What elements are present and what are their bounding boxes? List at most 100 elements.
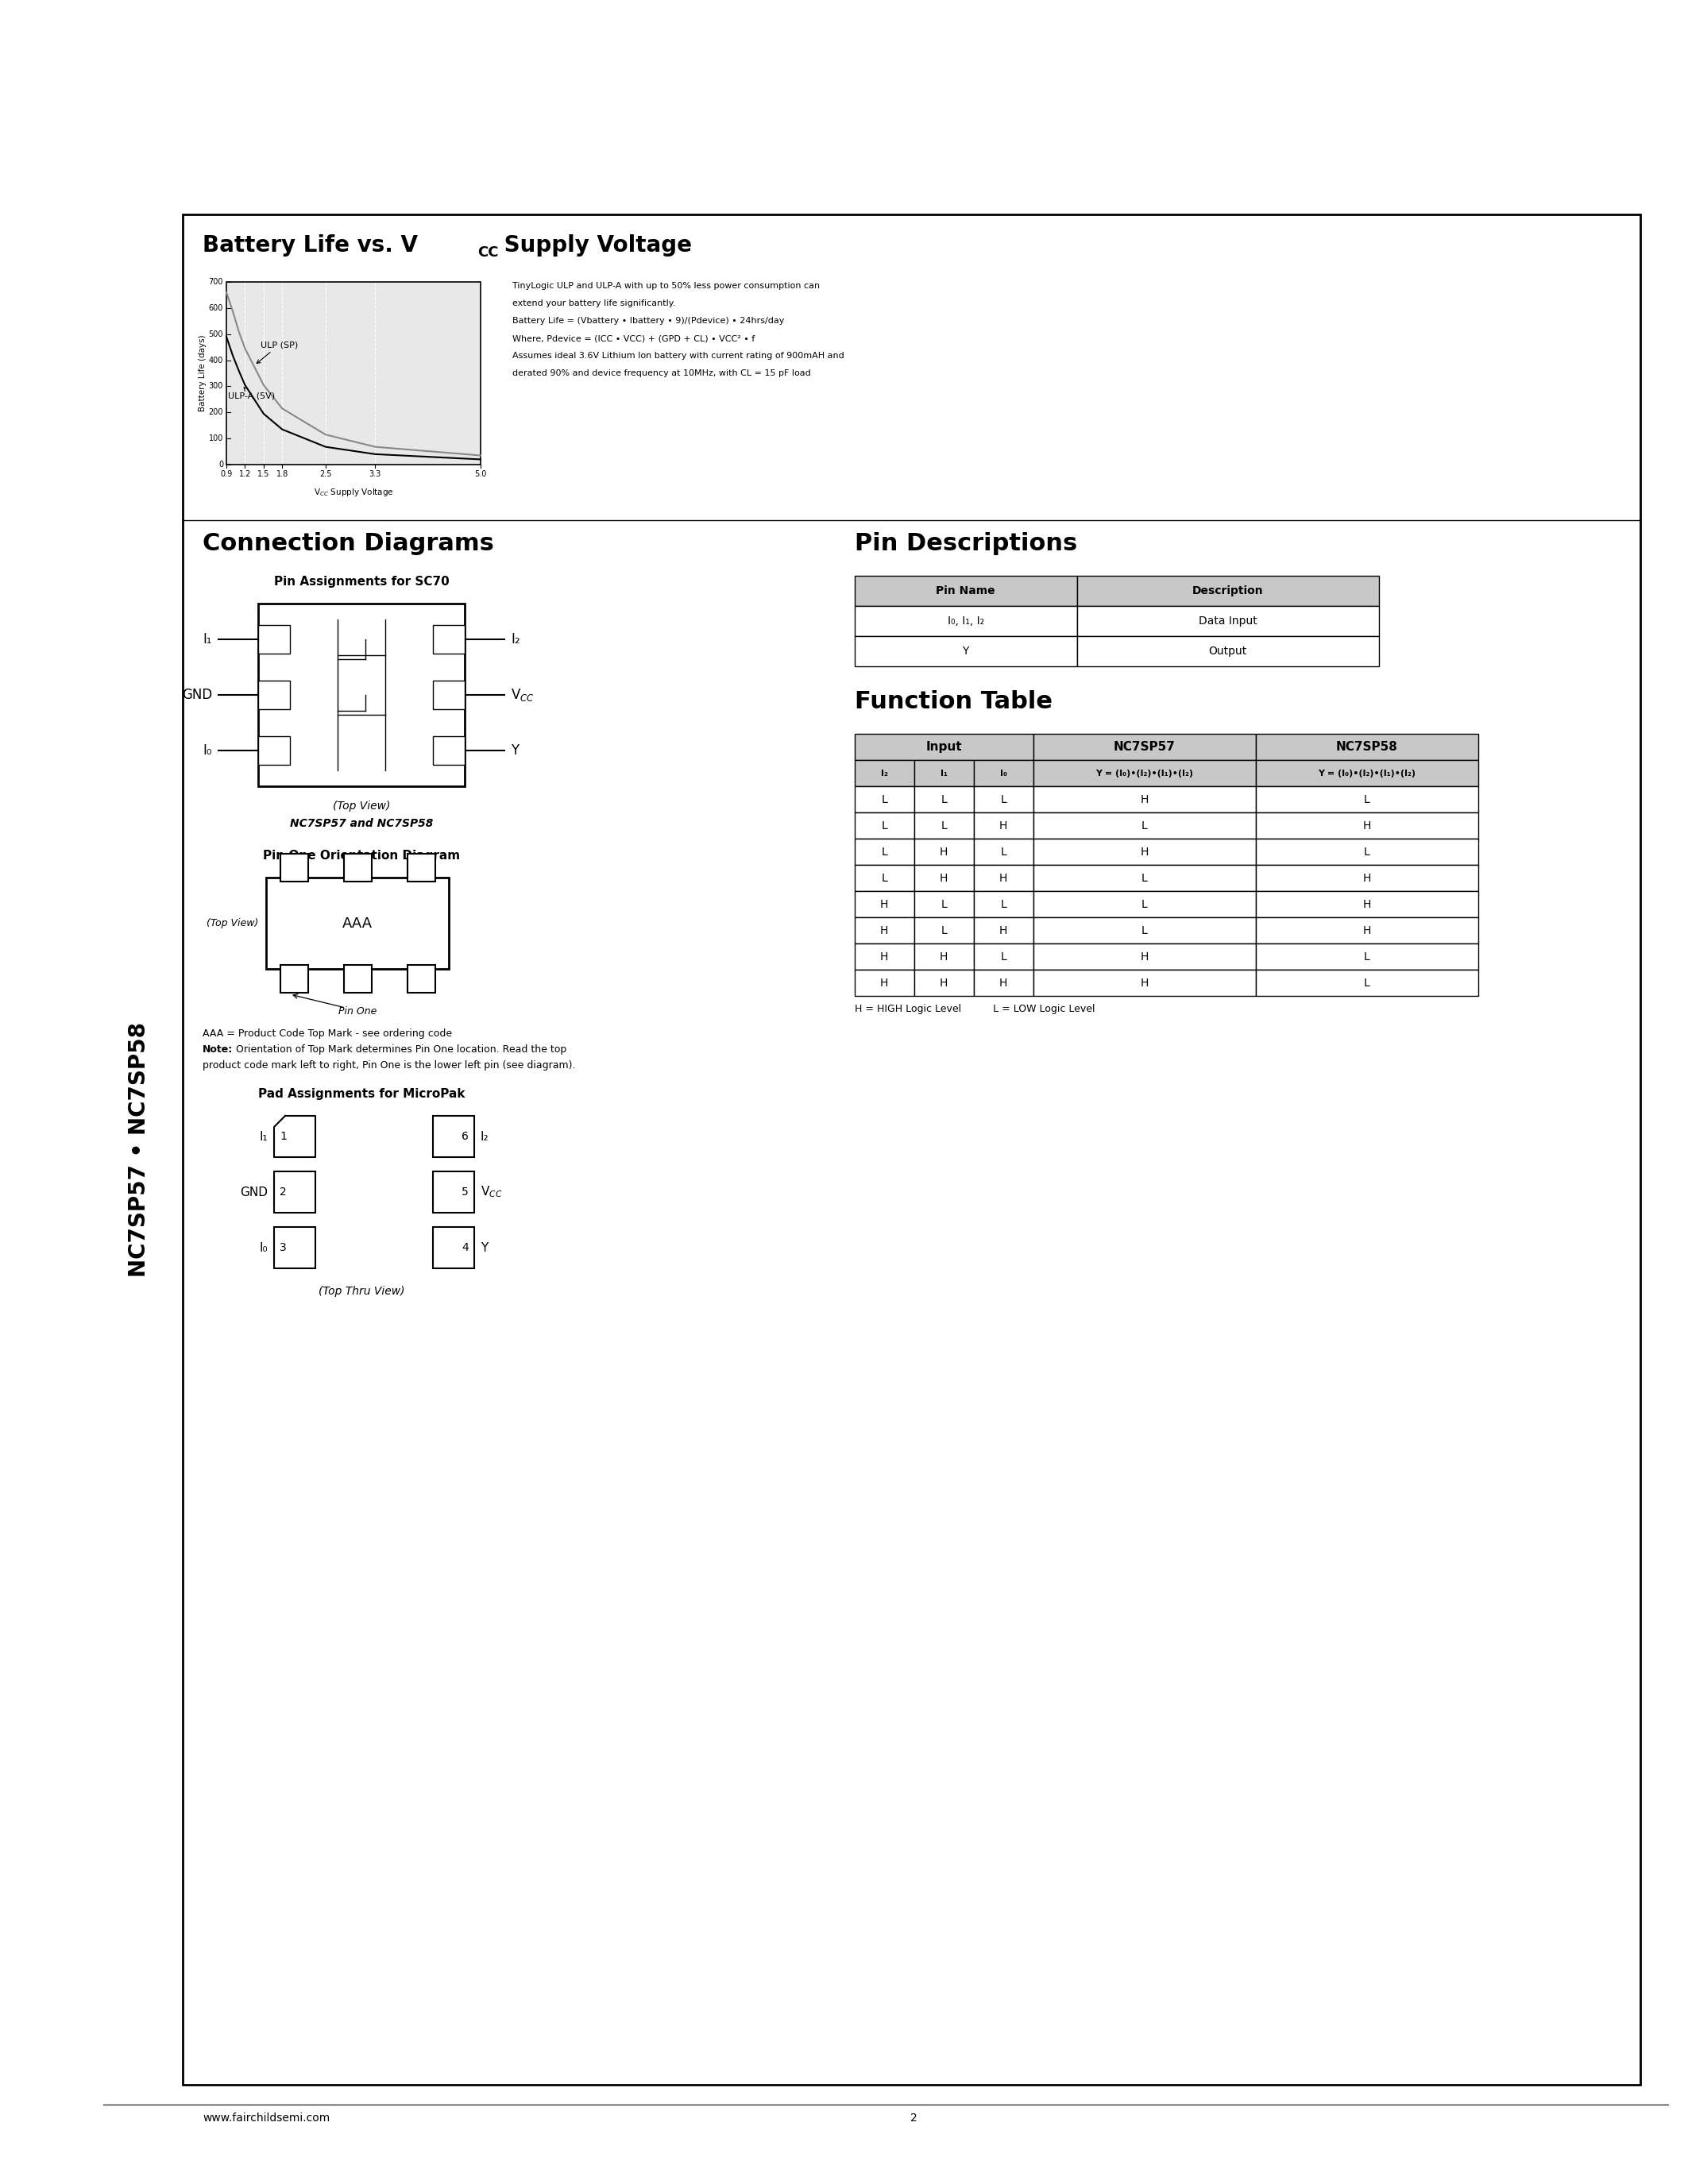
Bar xyxy=(432,1116,474,1158)
Bar xyxy=(258,681,290,710)
Text: L: L xyxy=(1141,871,1148,885)
Bar xyxy=(1033,812,1256,839)
Text: L: L xyxy=(940,898,947,911)
Bar xyxy=(915,812,974,839)
Text: H: H xyxy=(1141,976,1148,989)
Bar xyxy=(854,636,1077,666)
Text: Orientation of Top Mark determines Pin One location. Read the top: Orientation of Top Mark determines Pin O… xyxy=(236,1044,567,1055)
Text: 300: 300 xyxy=(209,382,223,391)
Bar xyxy=(1077,636,1379,666)
Text: (Top View): (Top View) xyxy=(206,917,258,928)
Bar xyxy=(974,865,1033,891)
Bar xyxy=(854,812,915,839)
Bar xyxy=(974,943,1033,970)
Bar xyxy=(1033,760,1256,786)
Text: Pin Name: Pin Name xyxy=(937,585,996,596)
Bar xyxy=(854,605,1077,636)
Text: Pin One Orientation Diagram: Pin One Orientation Diagram xyxy=(263,850,459,863)
Text: CC: CC xyxy=(478,245,498,260)
Text: I₂: I₂ xyxy=(481,1131,490,1142)
Text: 200: 200 xyxy=(209,408,223,417)
Text: Y: Y xyxy=(481,1243,488,1254)
Text: NC7SP57 • NC7SP58: NC7SP57 • NC7SP58 xyxy=(128,1022,150,1278)
Text: Pin Descriptions: Pin Descriptions xyxy=(854,533,1077,555)
Text: L: L xyxy=(1001,898,1006,911)
Text: NC7SP57: NC7SP57 xyxy=(1114,740,1175,753)
Bar xyxy=(915,970,974,996)
Bar xyxy=(432,1171,474,1212)
Bar xyxy=(1077,605,1379,636)
Text: L: L xyxy=(1364,845,1371,858)
Bar xyxy=(854,786,915,812)
Bar xyxy=(280,854,309,882)
Text: L: L xyxy=(1001,793,1006,806)
Text: Output: Output xyxy=(1209,646,1247,657)
Text: NC7SP58: NC7SP58 xyxy=(1335,740,1398,753)
Bar xyxy=(344,854,371,882)
Bar xyxy=(854,760,915,786)
Text: 1: 1 xyxy=(265,633,272,644)
Bar xyxy=(854,970,915,996)
Text: L: L xyxy=(1141,924,1148,937)
Text: 3.3: 3.3 xyxy=(370,470,381,478)
Text: product code mark left to right, Pin One is the lower left pin (see diagram).: product code mark left to right, Pin One… xyxy=(203,1059,576,1070)
Text: V$_{CC}$: V$_{CC}$ xyxy=(481,1184,503,1199)
Text: Y: Y xyxy=(962,646,969,657)
Text: GND: GND xyxy=(182,688,213,701)
Text: 1.5: 1.5 xyxy=(258,470,270,478)
Bar xyxy=(854,839,915,865)
Bar xyxy=(273,1227,316,1269)
Text: H: H xyxy=(940,871,949,885)
Text: H: H xyxy=(879,950,888,963)
Text: AAA: AAA xyxy=(343,915,373,930)
Text: Pad Assignments for MicroPak: Pad Assignments for MicroPak xyxy=(258,1088,464,1101)
Text: Battery Life vs. V: Battery Life vs. V xyxy=(203,234,419,256)
Bar xyxy=(226,282,481,465)
Bar xyxy=(974,760,1033,786)
Text: I₀: I₀ xyxy=(203,743,213,758)
Text: 500: 500 xyxy=(209,330,223,339)
Text: 3: 3 xyxy=(280,1243,287,1254)
Text: H: H xyxy=(999,976,1008,989)
Text: 100: 100 xyxy=(209,435,223,443)
Text: H: H xyxy=(999,819,1008,832)
Bar xyxy=(1256,839,1479,865)
Text: 2: 2 xyxy=(265,690,272,701)
Text: V$_{CC}$: V$_{CC}$ xyxy=(511,688,535,703)
Text: Battery Life = (Vbattery • Ibattery • 9)/(Pdevice) • 24hrs/day: Battery Life = (Vbattery • Ibattery • 9)… xyxy=(513,317,785,325)
Text: Y = (I₀)•(I₂)•(I₁)•(I₂): Y = (I₀)•(I₂)•(I₁)•(I₂) xyxy=(1096,769,1193,778)
Bar xyxy=(915,839,974,865)
Bar xyxy=(1256,812,1479,839)
Text: derated 90% and device frequency at 10MHz, with CL = 15 pF load: derated 90% and device frequency at 10MH… xyxy=(513,369,810,378)
Text: L: L xyxy=(881,819,888,832)
Text: L: L xyxy=(1141,819,1148,832)
Text: I₀: I₀ xyxy=(260,1243,268,1254)
Bar xyxy=(1256,865,1479,891)
Bar xyxy=(974,917,1033,943)
Text: 6: 6 xyxy=(451,633,459,644)
Text: Function Table: Function Table xyxy=(854,690,1052,714)
Bar xyxy=(267,878,449,970)
Text: Pin One: Pin One xyxy=(338,1007,376,1016)
Text: 1.8: 1.8 xyxy=(277,470,289,478)
Text: L: L xyxy=(1001,950,1006,963)
Text: L: L xyxy=(940,924,947,937)
Text: 6: 6 xyxy=(461,1131,469,1142)
Text: 2: 2 xyxy=(280,1186,287,1197)
Text: 5: 5 xyxy=(451,690,459,701)
Text: H: H xyxy=(940,976,949,989)
Bar xyxy=(258,625,290,653)
Bar xyxy=(258,603,464,786)
Text: GND: GND xyxy=(240,1186,268,1199)
Bar xyxy=(432,1227,474,1269)
Bar xyxy=(1033,734,1256,760)
Text: Where, Pdevice = (ICC • VCC) + (GPD + CL) • VCC² • f: Where, Pdevice = (ICC • VCC) + (GPD + CL… xyxy=(513,334,755,343)
Text: 1: 1 xyxy=(280,1131,287,1142)
Text: 700: 700 xyxy=(209,277,223,286)
Text: 5.0: 5.0 xyxy=(474,470,486,478)
Text: ULP (SP): ULP (SP) xyxy=(257,341,299,363)
Bar xyxy=(407,965,436,994)
Bar xyxy=(1256,786,1479,812)
Text: L: L xyxy=(1001,845,1006,858)
Text: H: H xyxy=(940,845,949,858)
